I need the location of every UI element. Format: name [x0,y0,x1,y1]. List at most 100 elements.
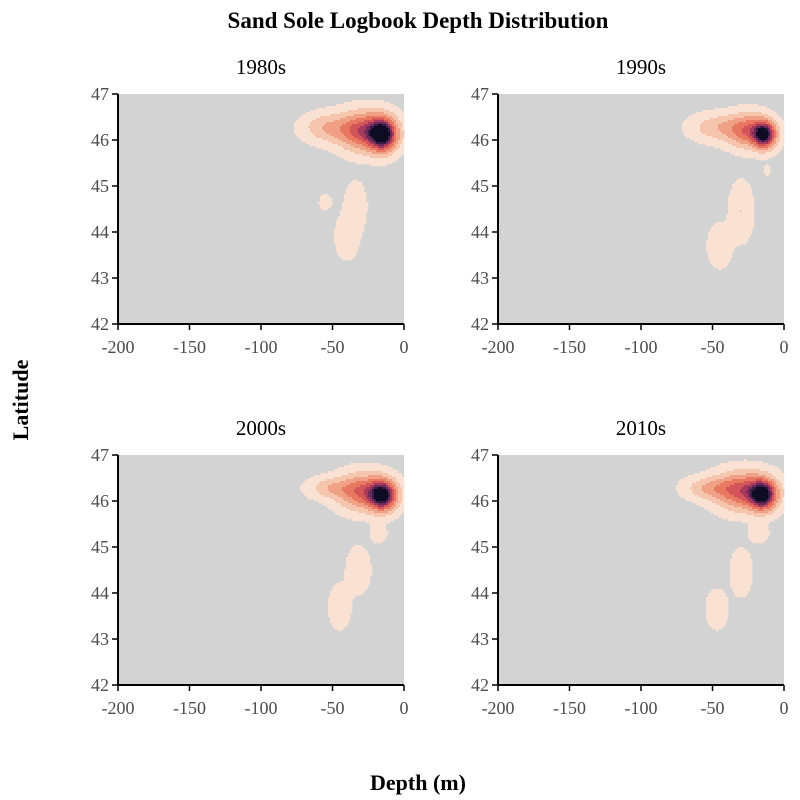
density-cell [376,493,379,496]
density-cell [378,158,381,161]
density-cell [712,142,715,145]
density-cell [364,477,367,480]
density-cell [322,501,325,504]
density-cell [766,132,769,135]
density-cell [764,140,767,143]
density-cell [372,529,375,532]
density-cell [742,140,745,143]
density-cell [370,122,373,125]
density-cell [742,226,745,229]
density-cell [374,128,377,131]
density-cell [326,194,329,197]
density-cell [358,140,361,143]
density-cell [390,513,393,516]
density-cell [378,116,381,119]
density-cell [372,463,375,466]
density-cell [378,104,381,107]
density-cell [716,260,719,263]
density-cell [336,154,339,157]
density-cell [358,559,361,562]
density-cell [352,144,355,147]
density-cell [378,160,381,163]
density-cell [376,519,379,522]
density-cell [366,100,369,103]
density-cell [400,509,403,512]
density-cell [322,491,325,494]
density-cell [776,120,779,123]
density-cell [380,118,383,121]
density-cell [308,116,311,119]
density-cell [338,481,341,484]
density-cell [326,112,329,115]
density-cell [400,110,403,113]
density-cell [330,479,333,482]
density-cell [338,108,341,111]
density-cell [722,148,725,151]
density-cell [374,501,377,504]
density-cell [364,497,367,500]
density-cell [748,230,751,233]
density-cell [358,216,361,219]
density-cell [328,503,331,506]
density-cell [730,218,733,221]
density-cell [754,128,757,131]
density-cell [358,184,361,187]
density-cell [386,136,389,139]
density-cell [724,124,727,127]
y-tick-label: 42 [91,314,109,334]
density-cell [738,190,741,193]
density-cell [330,112,333,115]
density-cell [350,194,353,197]
density-cell [362,212,365,215]
density-cell [388,495,391,498]
density-cell [368,134,371,137]
density-cell [302,126,305,129]
density-cell [354,148,357,151]
density-cell [336,507,339,510]
density-cell [712,116,715,119]
density-cell [372,120,375,123]
density-cell [768,150,771,153]
density-cell [348,142,351,145]
density-cell [388,118,391,121]
density-cell [398,513,401,516]
density-cell [730,250,733,253]
density-cell [352,202,355,205]
density-cell [314,126,317,129]
density-cell [320,495,323,498]
density-cell [358,224,361,227]
density-cell [326,136,329,139]
density-cell [370,525,373,528]
density-cell [350,186,353,189]
density-cell [388,148,391,151]
density-cell [722,260,725,263]
density-cell [330,136,333,139]
density-cell [380,529,383,532]
density-cell [316,146,319,149]
density-cell [388,138,391,141]
density-cell [362,467,365,470]
density-cell [718,248,721,251]
density-cell [748,200,751,203]
density-cell [384,467,387,470]
density-cell [744,122,747,125]
density-cell [776,144,779,147]
density-cell [394,132,397,135]
density-cell [346,557,349,560]
density-cell [768,146,771,149]
density-cell [728,136,731,139]
density-cell [722,230,725,233]
density-cell [756,104,759,107]
density-cell [762,138,765,141]
density-cell [370,475,373,478]
density-cell [742,214,745,217]
density-cell [726,224,729,227]
density-cell [356,144,359,147]
density-cell [374,465,377,468]
density-cell [732,140,735,143]
density-cell [402,509,405,512]
density-cell [346,104,349,107]
density-cell [374,134,377,137]
density-cell [366,130,369,133]
density-cell [396,497,399,500]
